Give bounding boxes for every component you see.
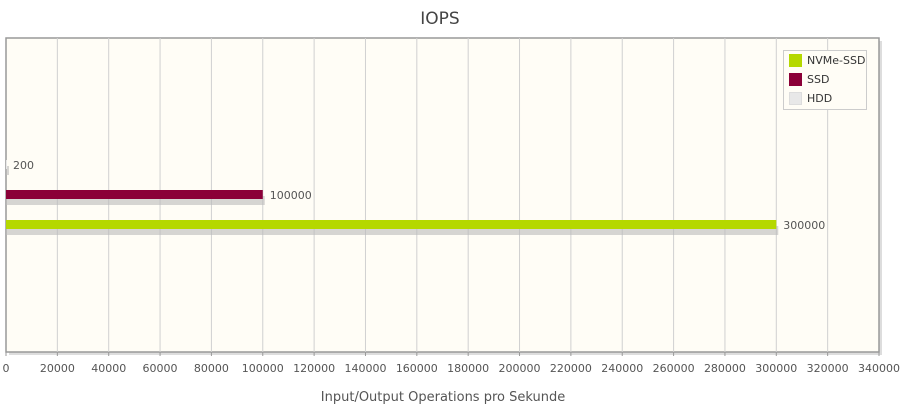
x-tick-label: 20000 bbox=[40, 362, 75, 375]
x-tick-label: 80000 bbox=[194, 362, 229, 375]
bar-shadow bbox=[6, 226, 779, 235]
bar-ssd bbox=[6, 190, 263, 199]
x-tick-label: 140000 bbox=[344, 362, 386, 375]
x-tick-label: 260000 bbox=[653, 362, 695, 375]
bar-shadow bbox=[6, 166, 9, 175]
x-tick-label: 240000 bbox=[601, 362, 643, 375]
legend-item-ssd[interactable]: SSD bbox=[784, 70, 866, 89]
legend-swatch bbox=[789, 73, 802, 86]
legend-item-hdd[interactable]: HDD bbox=[784, 89, 866, 108]
x-tick-label: 180000 bbox=[447, 362, 489, 375]
legend-swatch bbox=[789, 92, 802, 105]
x-tick-label: 280000 bbox=[704, 362, 746, 375]
x-tick-label: 0 bbox=[3, 362, 10, 375]
data-label: 300000 bbox=[783, 219, 825, 232]
legend-label: HDD bbox=[807, 92, 833, 105]
bar-shadow bbox=[6, 196, 265, 205]
legend-item-nvme[interactable]: NVMe-SSD bbox=[784, 51, 866, 70]
chart-title: IOPS bbox=[420, 9, 459, 29]
x-tick-label: 120000 bbox=[293, 362, 335, 375]
legend-swatch bbox=[789, 54, 802, 67]
bar-hdd bbox=[6, 160, 7, 169]
bar-nvme-ssd bbox=[6, 220, 777, 229]
x-tick-label: 200000 bbox=[499, 362, 541, 375]
legend-label: SSD bbox=[807, 73, 830, 86]
legend: NVMe-SSD SSD HDD bbox=[783, 50, 867, 110]
x-tick-label: 160000 bbox=[396, 362, 438, 375]
x-axis-label: Input/Output Operations pro Sekunde bbox=[321, 390, 565, 405]
x-tick-label: 320000 bbox=[807, 362, 849, 375]
x-tick-label: 40000 bbox=[91, 362, 126, 375]
x-tick-label: 340000 bbox=[858, 362, 900, 375]
x-tick-label: 300000 bbox=[755, 362, 797, 375]
data-label: 100000 bbox=[270, 189, 312, 202]
data-label: 200 bbox=[13, 159, 34, 172]
x-tick-label: 100000 bbox=[242, 362, 284, 375]
legend-label: NVMe-SSD bbox=[807, 54, 866, 67]
x-tick-label: 220000 bbox=[550, 362, 592, 375]
x-tick-label: 60000 bbox=[143, 362, 178, 375]
